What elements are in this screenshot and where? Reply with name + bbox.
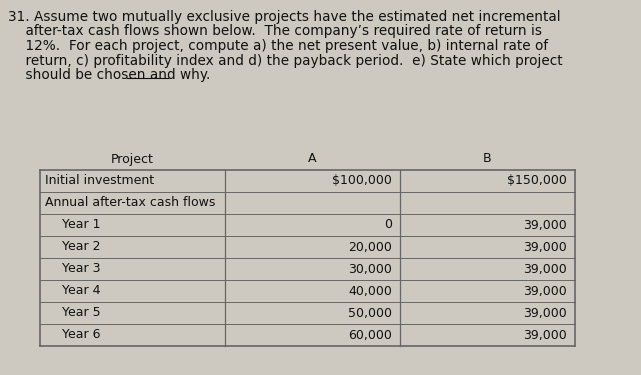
- Text: B: B: [483, 153, 492, 165]
- Text: Initial investment: Initial investment: [45, 174, 154, 188]
- Text: return, c) profitability index and d) the payback period.  e) State which projec: return, c) profitability index and d) th…: [8, 54, 563, 68]
- Text: 39,000: 39,000: [523, 240, 567, 254]
- Text: 30,000: 30,000: [348, 262, 392, 276]
- Text: Year 1: Year 1: [62, 219, 101, 231]
- Text: 39,000: 39,000: [523, 285, 567, 297]
- Text: $150,000: $150,000: [507, 174, 567, 188]
- Text: 39,000: 39,000: [523, 219, 567, 231]
- Text: Year 5: Year 5: [62, 306, 101, 320]
- Text: Annual after-tax cash flows: Annual after-tax cash flows: [45, 196, 215, 210]
- Text: Year 2: Year 2: [62, 240, 101, 254]
- Text: $100,000: $100,000: [332, 174, 392, 188]
- Text: A: A: [308, 153, 317, 165]
- Text: 50,000: 50,000: [348, 306, 392, 320]
- Text: 39,000: 39,000: [523, 306, 567, 320]
- Text: 39,000: 39,000: [523, 328, 567, 342]
- Text: should be chosen and why.: should be chosen and why.: [8, 68, 210, 82]
- Text: 39,000: 39,000: [523, 262, 567, 276]
- Text: 60,000: 60,000: [348, 328, 392, 342]
- Text: 0: 0: [384, 219, 392, 231]
- Text: 20,000: 20,000: [348, 240, 392, 254]
- Text: 12%.  For each project, compute a) the net present value, b) internal rate of: 12%. For each project, compute a) the ne…: [8, 39, 548, 53]
- Text: Year 6: Year 6: [62, 328, 101, 342]
- Text: Year 4: Year 4: [62, 285, 101, 297]
- Text: Year 3: Year 3: [62, 262, 101, 276]
- Text: Project: Project: [111, 153, 154, 165]
- Text: 31. Assume two mutually exclusive projects have the estimated net incremental: 31. Assume two mutually exclusive projec…: [8, 10, 561, 24]
- Text: after-tax cash flows shown below.  The company’s required rate of return is: after-tax cash flows shown below. The co…: [8, 24, 542, 39]
- Text: 40,000: 40,000: [348, 285, 392, 297]
